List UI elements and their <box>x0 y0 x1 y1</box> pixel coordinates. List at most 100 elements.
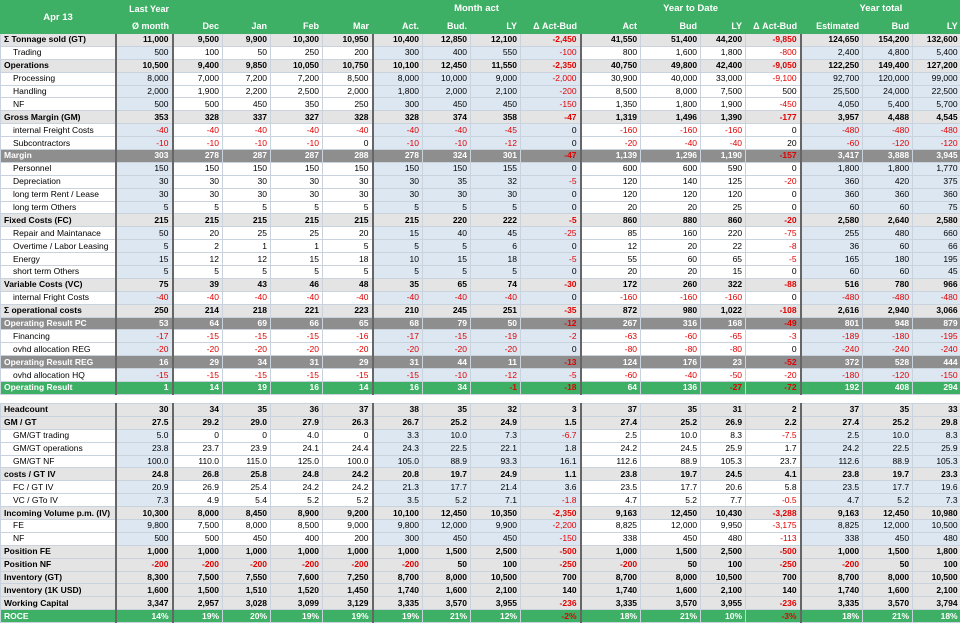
cell: 30 <box>222 175 271 189</box>
cell: 14 <box>322 381 373 395</box>
group: Last Year <box>115 0 173 17</box>
cell: 21.3 <box>371 480 423 495</box>
table-row: Depreciation 30 30 30 30 30 30 35 32 -5 120 140 125-… <box>0 175 960 189</box>
cell: 12,100 <box>470 34 521 47</box>
cell: 40,750 <box>579 59 641 73</box>
row-label: internal Freight Costs <box>0 123 116 138</box>
cell: 7.1 <box>470 493 521 508</box>
cell: 20% <box>222 609 271 624</box>
cell: 115.0 <box>222 455 271 469</box>
cell: -40 <box>114 123 173 138</box>
cell: 18% <box>579 609 641 624</box>
cell: -40 <box>422 291 471 305</box>
row-label: Headcount <box>0 403 116 417</box>
cell: 36 <box>799 239 863 254</box>
cell: 860 <box>579 213 641 228</box>
table-row: VC / GTo IV 7.3 4.9 5.4 5.2 5.2 3.5 5.2 7.1 -1.8 4… <box>0 493 960 508</box>
cell: 31 <box>270 355 323 370</box>
cell: 38 <box>371 403 423 417</box>
cell: 294 <box>912 381 960 395</box>
cell: 2,940 <box>862 304 913 318</box>
cell: 26.3 <box>322 416 373 430</box>
cell: -13 <box>519 355 581 370</box>
cell: -10 <box>422 136 471 151</box>
cell: 948 <box>862 317 913 331</box>
table-row: NF 500 500 450 400 200 300 450 450 -150 338 450 480-… <box>0 532 960 546</box>
cell: 0 <box>322 136 373 151</box>
row-label: Operating Result PC <box>0 317 116 331</box>
cell: 30 <box>371 175 423 189</box>
cell: 19% <box>322 609 373 624</box>
cell: 37 <box>322 403 373 417</box>
cell: 3,570 <box>640 596 701 611</box>
cell: 24.8 <box>114 467 173 482</box>
table-row: Inventory (GT) 8,300 7,500 7,550 7,600 7,250 8… <box>0 571 960 585</box>
cell: 10,400 <box>371 34 423 47</box>
cell: 9,900 <box>470 519 521 533</box>
cell: 12,850 <box>422 34 471 47</box>
cell: -20 <box>322 342 373 357</box>
cell: 45 <box>470 226 521 241</box>
cell: 10.0 <box>640 429 701 443</box>
cell: -15 <box>422 329 471 344</box>
cell: 7,200 <box>222 72 271 86</box>
cell: -40 <box>322 291 373 305</box>
cell: 29.2 <box>171 416 223 430</box>
header-row: Apr 13 Last Year Month act Year to Date … <box>0 0 960 34</box>
cell: 150 <box>171 162 223 176</box>
cell: 18% <box>912 609 960 624</box>
cell: 25.9 <box>912 442 960 456</box>
cell: -60 <box>579 368 641 383</box>
cell: 0 <box>222 429 271 443</box>
cell: 8,000 <box>422 571 471 585</box>
cell: 60 <box>640 252 701 267</box>
cell: -17 <box>371 329 423 344</box>
cell: 1,770 <box>912 162 960 176</box>
cell: 10,350 <box>470 506 521 520</box>
cell: 30 <box>114 188 173 202</box>
cell: 480 <box>700 532 746 546</box>
cell: 360 <box>799 188 863 202</box>
cell: -200 <box>114 558 173 572</box>
cell: 3,028 <box>222 596 271 611</box>
cell: 1,600 <box>422 583 471 598</box>
cell: 32 <box>470 175 521 189</box>
cell: 360 <box>862 188 913 202</box>
cell: 35 <box>422 175 471 189</box>
cell: 150 <box>270 162 323 176</box>
cell: -240 <box>862 342 913 357</box>
row-label: Subcontractors <box>0 136 116 151</box>
cell: 3 <box>519 403 581 417</box>
cell: 16.1 <box>519 455 581 469</box>
cell: -2,000 <box>519 72 581 86</box>
cell: 8,000 <box>114 72 173 86</box>
cell: 25.8 <box>222 467 271 482</box>
row-label: GM/GT trading <box>0 429 116 443</box>
cell: -25 <box>519 226 581 241</box>
cell: 120 <box>579 175 641 189</box>
cell: -12 <box>470 136 521 151</box>
table-row: Energy 15 12 12 15 18 10 15 18 -5 55 60 65 -5 165 180 19… <box>0 252 960 267</box>
cell: 15 <box>114 252 173 267</box>
cell: 2 <box>745 403 801 417</box>
cell: 338 <box>799 532 863 546</box>
cell: 590 <box>700 162 746 176</box>
cell: 5 <box>222 265 271 279</box>
cell: 24.2 <box>322 467 373 482</box>
cell: 36 <box>270 403 323 417</box>
cell: 8,000 <box>640 571 701 585</box>
cell: 5.2 <box>862 493 913 508</box>
cell: 245 <box>422 304 471 318</box>
cell: 9,000 <box>470 72 521 86</box>
cell: -10 <box>270 136 323 151</box>
cell: 1,600 <box>862 583 913 598</box>
cell: 10,980 <box>912 506 960 520</box>
cell: 50 <box>862 558 913 572</box>
cell: 30 <box>470 188 521 202</box>
row-label: Σ operational costs <box>0 304 116 318</box>
cell: -236 <box>519 596 581 611</box>
cell: 300 <box>371 97 423 112</box>
cell: 12 <box>222 252 271 267</box>
cell: 218 <box>222 304 271 318</box>
cell: -160 <box>700 123 746 138</box>
